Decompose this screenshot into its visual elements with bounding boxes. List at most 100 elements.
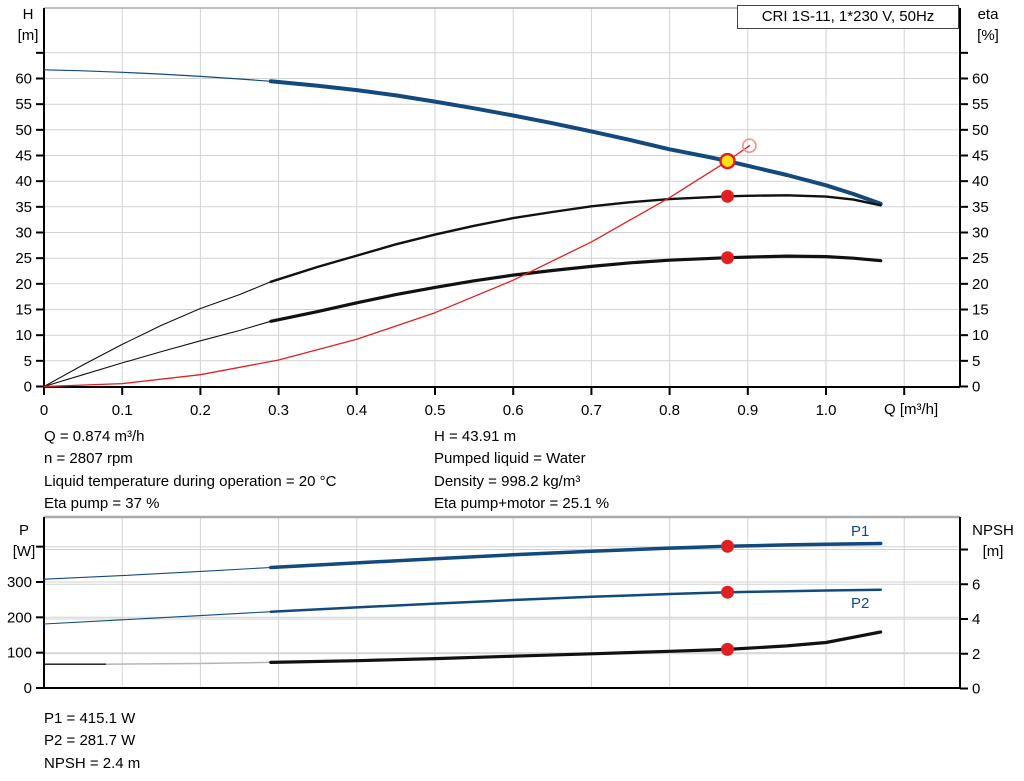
- duty-point-marker: [719, 152, 736, 170]
- annotation-line: Pumped liquid = Water: [434, 450, 586, 468]
- tick-label-left: 10: [15, 327, 32, 344]
- tick-label-left: 20: [15, 276, 32, 293]
- eta-pump-curve: [43, 281, 272, 388]
- tick-label-x: 0.9: [737, 402, 758, 419]
- annotation-line: n = 2807 rpm: [44, 450, 133, 468]
- q-axis-label: Q [m³/h]: [884, 401, 939, 418]
- tick-label-right: 30: [972, 225, 989, 242]
- eta-pump-motor-curve: [269, 254, 883, 323]
- tick-label-right: 2: [972, 646, 980, 663]
- tick-label-x: 1.0: [816, 402, 837, 419]
- p1-curve: [269, 541, 883, 570]
- p1-point-marker: [721, 539, 734, 553]
- requested-duty-marker: [742, 138, 757, 154]
- head-curve: [268, 79, 883, 206]
- tick-label-right: 15: [972, 302, 989, 319]
- pump-title: CRI 1S-11, 1*230 V, 50Hz: [761, 8, 935, 25]
- tick-label-right: 25: [972, 250, 989, 267]
- p2-point-marker: [721, 585, 734, 599]
- tick-label-left: 5: [24, 353, 32, 370]
- annotation-line: H = 43.91 m: [434, 428, 517, 445]
- annotation-line: Q = 0.874 m³/h: [44, 428, 145, 445]
- tick-label-right: 20: [972, 276, 989, 293]
- h-axis-label-unit: [m]: [17, 27, 39, 44]
- npsh-curve: [105, 661, 272, 665]
- p1-curve: [43, 566, 272, 580]
- tick-label-left: 15: [15, 302, 32, 319]
- annotation-line: Eta pump+motor = 25.1 %: [434, 495, 610, 513]
- operating-data-right: H = 43.91 m Pumped liquid = Water Density …: [434, 426, 609, 516]
- eta-axis-label: eta [%]: [964, 4, 1012, 46]
- tick-label-right: 35: [972, 199, 989, 216]
- tick-label-right: 40: [972, 173, 989, 190]
- bottom-chart: 0 100 200 300 0 2 4 6 P1 P2: [7, 515, 980, 698]
- eta-pump-point-marker: [721, 189, 734, 203]
- eta-pump-motor-curve: [43, 320, 272, 388]
- h-axis-label-symbol: H: [22, 6, 34, 23]
- npsh-point-marker: [721, 642, 734, 656]
- tick-label-left: 25: [15, 250, 32, 267]
- annotation-line: P2 = 281.7 W: [44, 732, 136, 750]
- head-curve: [43, 69, 272, 82]
- p2-curve: [269, 588, 882, 613]
- tick-label-x: 0.4: [346, 402, 367, 419]
- tick-label-left: 0: [24, 680, 32, 697]
- tick-label-right: 4: [972, 611, 980, 628]
- operating-data-bottom: P1 = 415.1 W P2 = 281.7 W NPSH = 2.4 m: [44, 708, 140, 775]
- tick-label-left: 50: [15, 122, 32, 139]
- tick-label-x: 0: [40, 402, 48, 419]
- pump-title-box: CRI 1S-11, 1*230 V, 50Hz: [737, 5, 959, 29]
- tick-label-right: 50: [972, 122, 989, 139]
- annotation-line: NPSH = 2.4 m: [44, 754, 141, 772]
- tick-label-right: 0: [972, 379, 980, 396]
- p2-curve-label: P2: [851, 595, 869, 612]
- npsh-axis-label: NPSH [m]: [964, 520, 1022, 562]
- p1-curve-label: P1: [851, 523, 869, 540]
- tick-label-left: 0: [24, 379, 32, 396]
- eta-pump-curve: [269, 194, 882, 283]
- tick-label-x: 0.8: [659, 402, 680, 419]
- tick-label-right: 45: [972, 148, 989, 165]
- tick-label-left: 35: [15, 199, 32, 216]
- h-axis-label: H [m]: [8, 4, 48, 46]
- eta-axis-label-symbol: eta: [977, 6, 999, 23]
- tick-label-x: 0.3: [268, 402, 289, 419]
- annotation-line: Eta pump = 37 %: [44, 495, 160, 513]
- tick-label-left: 200: [7, 609, 32, 626]
- tick-label-x: 0.6: [503, 402, 524, 419]
- operating-data-left: Q = 0.874 m³/h n = 2807 rpm Liquid tempera…: [44, 426, 336, 516]
- annotation-line: Density = 998.2 kg/m³: [434, 472, 581, 490]
- p-axis-label-symbol: P: [18, 522, 29, 539]
- annotation-line: Liquid temperature during operation = 20…: [44, 472, 337, 490]
- tick-label-right: 55: [972, 96, 989, 113]
- tick-label-right: 60: [972, 71, 989, 88]
- tick-label-right: 0: [972, 681, 980, 698]
- system-curve: [43, 145, 751, 388]
- npsh-curve: [269, 630, 883, 665]
- p-axis-label: P [W]: [4, 520, 44, 562]
- tick-label-left: 40: [15, 173, 32, 190]
- eta-axis-label-unit: [%]: [977, 27, 999, 44]
- eta-pump-motor-point-marker: [721, 251, 734, 265]
- tick-label-right: 6: [972, 576, 980, 593]
- top-chart: 0 5 10 15 20 25 30 35 40 45 50 55 60 0 5 10 15 20 25 30 35 40…: [15, 7, 989, 419]
- tick-label-left: 300: [7, 574, 32, 591]
- tick-label-left: 45: [15, 148, 32, 165]
- p-axis-label-unit: [W]: [12, 543, 36, 560]
- tick-label-x: 0.2: [190, 402, 211, 419]
- tick-label-left: 30: [15, 225, 32, 242]
- annotation-line: P1 = 415.1 W: [44, 710, 136, 727]
- tick-label-x: 0.7: [581, 402, 602, 419]
- p2-curve: [43, 611, 272, 625]
- tick-label-x: 0.5: [425, 402, 446, 419]
- npsh-axis-label-unit: [m]: [982, 543, 1004, 560]
- tick-label-x: 0.1: [112, 402, 133, 419]
- tick-label-left: 100: [7, 645, 32, 662]
- tick-label-right: 10: [972, 327, 989, 344]
- tick-label-left: 55: [15, 96, 32, 113]
- npsh-axis-label-symbol: NPSH: [972, 522, 1014, 539]
- tick-label-right: 5: [972, 353, 980, 370]
- tick-label-left: 60: [15, 71, 32, 88]
